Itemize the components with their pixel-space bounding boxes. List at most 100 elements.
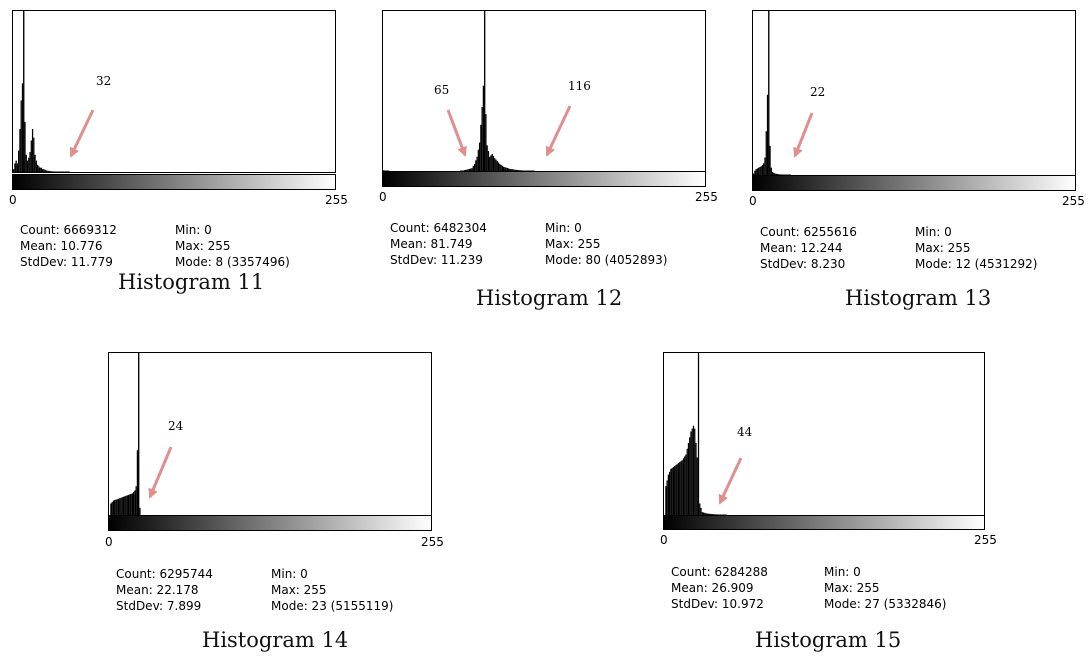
histogram-12-bin	[525, 170, 527, 171]
histogram-15-bin	[679, 462, 681, 515]
histogram-13-bin	[785, 174, 788, 175]
histogram-15-bin	[716, 514, 718, 515]
histogram-12-bin	[524, 170, 526, 171]
histogram-12-bin	[482, 85, 485, 171]
histogram-11-bin	[59, 171, 61, 172]
histogram-12-bin	[494, 158, 496, 171]
histogram-13-tick-max: 255	[1062, 194, 1085, 208]
histogram-12-bin	[516, 169, 519, 171]
histogram-14-bin	[127, 494, 130, 515]
histogram-12-bin	[501, 165, 503, 171]
histogram-11-bin	[68, 171, 70, 172]
histogram-14-gradient-bar	[108, 515, 432, 531]
histogram-14-stats-left: Count: 6295744 Mean: 22.178 StdDev: 7.89…	[116, 566, 213, 614]
histogram-11-bin	[29, 151, 31, 172]
histogram-12-bin	[529, 170, 531, 171]
histogram-12-bin	[480, 124, 482, 171]
histogram-15-bin	[705, 513, 707, 515]
histogram-11-mode: Mode: 8 (3357496)	[175, 255, 290, 269]
histogram-13-bin	[778, 174, 780, 175]
histogram-14-bin	[130, 493, 132, 515]
histogram-15-bin	[699, 503, 701, 515]
histogram-12-bin	[472, 166, 474, 171]
histogram-13-bin	[756, 168, 759, 175]
histogram-12-bin	[384, 170, 386, 171]
histogram-12-bin	[476, 156, 478, 171]
histogram-12-max: Max: 255	[545, 237, 601, 251]
histogram-12-bin	[514, 169, 516, 171]
histogram-11-bin	[57, 171, 59, 172]
histogram-11-bin	[15, 160, 17, 172]
histogram-15-bin	[675, 465, 677, 515]
histogram-11-bin	[30, 140, 32, 172]
histogram-13-stats-left: Count: 6255616 Mean: 12.244 StdDev: 8.23…	[760, 224, 857, 272]
histogram-14-bin	[110, 503, 112, 515]
histogram-13-stddev: StdDev: 8.230	[760, 257, 846, 271]
histogram-11-bin	[35, 160, 37, 172]
histogram-11-bin	[43, 169, 45, 172]
histogram-12-bin	[490, 155, 492, 171]
histogram-13-title: Histogram 13	[845, 286, 992, 310]
histogram-13-bin	[766, 94, 769, 175]
histogram-14-stats-right: Min: 0 Max: 255 Mode: 23 (5155119)	[271, 566, 393, 614]
histogram-12-bin	[519, 170, 521, 171]
histogram-12-stats-left: Count: 6482304 Mean: 81.749 StdDev: 11.2…	[390, 220, 487, 268]
histogram-11-bin	[38, 166, 40, 172]
histogram-15-bin	[704, 512, 706, 515]
histogram-14-bin	[114, 500, 116, 515]
histogram-12-bin	[508, 168, 510, 171]
histogram-13-bin	[761, 164, 764, 175]
histogram-15-bin	[694, 428, 696, 515]
histogram-11-bin	[50, 171, 53, 172]
histogram-15-title: Histogram 15	[755, 628, 902, 652]
histogram-13-bin	[754, 170, 756, 175]
histogram-14-tick-max: 255	[421, 535, 444, 549]
histogram-11-bin	[48, 170, 50, 172]
histogram-11-bin	[20, 100, 22, 172]
histogram-12-bin	[468, 168, 471, 171]
histogram-15-bin	[671, 467, 673, 515]
histogram-14-bin	[134, 490, 136, 515]
histogram-15-bin	[711, 514, 713, 515]
histogram-13-bin	[764, 157, 766, 175]
histogram-12-bin	[495, 159, 497, 171]
histogram-15-bin	[717, 514, 720, 515]
histogram-12-bin	[473, 163, 476, 171]
histogram-12-bin	[492, 156, 495, 171]
histogram-13-bin	[789, 174, 791, 175]
histogram-12-bin	[526, 170, 529, 171]
histogram-11-max: Max: 255	[175, 239, 231, 253]
histogram-12-bin	[521, 170, 524, 171]
histogram-11-bin	[60, 171, 63, 172]
histogram-13-plot	[752, 10, 1076, 176]
histogram-15-bin	[715, 514, 717, 515]
histogram-13-bin	[765, 131, 767, 175]
histogram-12-bin	[518, 170, 520, 171]
histogram-15-bin	[676, 464, 678, 515]
histogram-15-bin	[714, 514, 716, 515]
histogram-15-bin	[670, 468, 672, 515]
histogram-11-bin	[54, 171, 56, 172]
histogram-15-bin	[689, 437, 691, 515]
histogram-15-bin	[695, 443, 697, 515]
histogram-15-bin	[692, 425, 695, 515]
histogram-15-mean: Mean: 26.909	[671, 581, 754, 595]
histogram-14-svg	[110, 353, 141, 515]
histogram-13-bin	[784, 174, 786, 175]
histogram-12-bin	[470, 168, 472, 171]
histogram-11-bin	[45, 170, 48, 172]
histogram-15-svg	[665, 353, 727, 515]
histogram-11-bin	[31, 129, 34, 172]
histogram-13-bin	[759, 166, 761, 175]
histogram-13-bin	[753, 173, 755, 175]
histogram-11-min: Min: 0	[175, 223, 212, 237]
histogram-12-bin	[477, 149, 479, 171]
histogram-12-bin	[506, 168, 509, 171]
histogram-12-bin	[386, 170, 389, 171]
histogram-12-bin	[388, 170, 390, 171]
histogram-15-bin	[691, 428, 693, 515]
histogram-12-bin	[533, 170, 535, 171]
histogram-15-bin	[725, 514, 727, 515]
histogram-13-bin	[775, 173, 777, 175]
histogram-11-bin	[67, 171, 69, 172]
